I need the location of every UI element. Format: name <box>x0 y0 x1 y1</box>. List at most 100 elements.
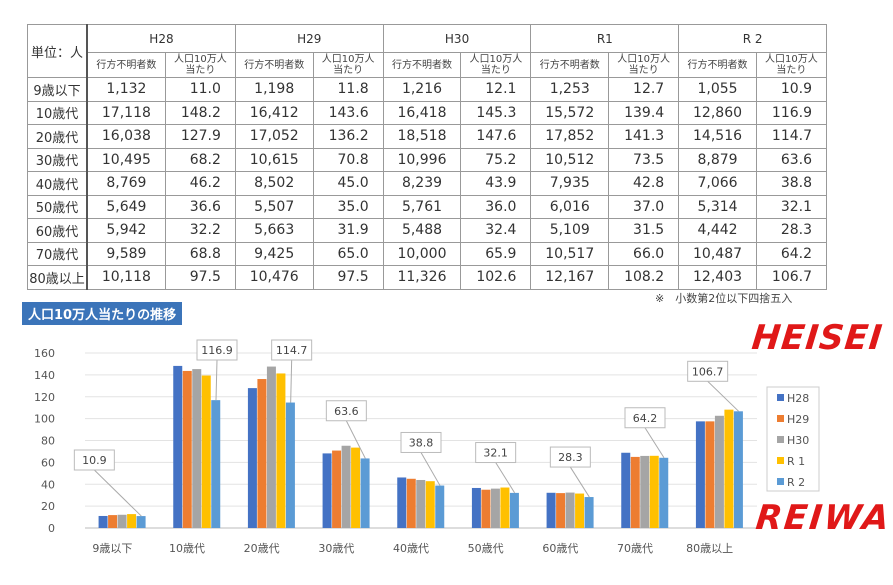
legend-swatch <box>777 415 784 422</box>
y-tick-label: 40 <box>41 478 55 491</box>
legend-label: R 1 <box>787 455 805 468</box>
count-cell: 16,412 <box>234 100 314 125</box>
rate-cell: 141.3 <box>608 124 680 149</box>
table-row: 80歳以上 10,118 97.5 10,476 97.5 11,326 102.6 12,1… <box>27 265 828 290</box>
data-label-leader <box>345 420 366 459</box>
bar-r2 <box>584 497 594 528</box>
rate-cell: 114.7 <box>755 124 828 149</box>
bar-r2 <box>509 492 519 528</box>
count-cell: 9,589 <box>86 241 166 266</box>
data-label-leader <box>707 380 740 412</box>
bar-h28 <box>546 492 556 528</box>
bar-r1 <box>649 455 659 528</box>
missing-persons-table: 単位：人 H28 H29 H30 R1 R 2 行方不明者数 人口10万人 当たり 行方不明者… <box>27 24 828 290</box>
rate-header: 人口10万人 当たり <box>608 52 680 78</box>
unit-label: 単位：人 <box>27 24 88 78</box>
legend-label: H29 <box>787 413 809 426</box>
bar-r1 <box>724 409 734 528</box>
bar-h29 <box>108 515 118 528</box>
bar-r2 <box>659 457 669 528</box>
count-cell: 12,167 <box>530 265 610 290</box>
data-label-leader <box>215 359 218 401</box>
x-tick-label: 50歳代 <box>468 542 504 555</box>
rate-cell: 145.3 <box>460 100 532 125</box>
bar-r1 <box>201 375 211 528</box>
legend-swatch <box>777 457 784 464</box>
rate-cell: 38.8 <box>755 171 828 196</box>
year-header: H30 <box>382 24 532 53</box>
rate-cell: 12.7 <box>608 77 680 102</box>
bar-h30 <box>714 415 724 528</box>
count-cell: 1,132 <box>86 77 166 102</box>
year-header: H28 <box>86 24 236 53</box>
data-label: 28.3 <box>558 451 583 464</box>
count-cell: 1,055 <box>678 77 757 102</box>
rate-cell: 65.0 <box>312 241 384 266</box>
count-cell: 10,476 <box>234 265 314 290</box>
rounding-note: ※ 小数第2位以下四捨五入 <box>655 292 793 305</box>
bar-h30 <box>565 492 575 528</box>
count-cell: 5,314 <box>678 194 757 219</box>
bar-h30 <box>341 445 351 528</box>
table-row: 70歳代 9,589 68.8 9,425 65.0 10,000 65.9 10,517 66… <box>27 241 828 266</box>
rate-cell: 102.6 <box>460 265 532 290</box>
bar-h28 <box>98 515 108 528</box>
count-cell: 1,253 <box>530 77 610 102</box>
bar-h28 <box>695 421 705 528</box>
legend-label: H28 <box>787 392 809 405</box>
rate-cell: 28.3 <box>755 218 828 243</box>
age-label: 70歳代 <box>27 241 88 266</box>
legend-label: R 2 <box>787 476 805 489</box>
y-tick-label: 140 <box>34 369 55 382</box>
count-cell: 5,649 <box>86 194 166 219</box>
legend-label: H30 <box>787 434 809 447</box>
count-cell: 10,615 <box>234 147 314 172</box>
bar-h28 <box>471 487 481 528</box>
bar-h29 <box>332 450 342 528</box>
rate-cell: 11.0 <box>164 77 236 102</box>
bar-r2 <box>360 458 370 528</box>
rate-cell: 31.5 <box>608 218 680 243</box>
count-cell: 11,326 <box>382 265 462 290</box>
bar-h28 <box>322 453 332 528</box>
bar-r2 <box>733 411 743 528</box>
rate-cell: 31.9 <box>312 218 384 243</box>
data-label: 114.7 <box>276 344 308 357</box>
rate-header: 人口10万人 当たり <box>460 52 532 78</box>
count-cell: 1,216 <box>382 77 462 102</box>
legend-swatch <box>777 394 784 401</box>
data-label-box <box>325 400 367 422</box>
count-cell: 10,118 <box>86 265 166 290</box>
count-cell: 16,418 <box>382 100 462 125</box>
x-tick-label: 20歳代 <box>244 542 280 555</box>
bar-r1 <box>127 514 137 528</box>
bar-h29 <box>257 379 267 528</box>
rate-cell: 127.9 <box>164 124 236 149</box>
rate-cell: 66.0 <box>608 241 680 266</box>
data-label-box <box>475 442 517 464</box>
count-cell: 10,495 <box>86 147 166 172</box>
data-label-leader <box>644 427 665 459</box>
rate-cell: 45.0 <box>312 171 384 196</box>
data-label-leader <box>495 462 516 494</box>
table-row: 40歳代 8,769 46.2 8,502 45.0 8,239 43.9 7,935 42.8… <box>27 171 828 196</box>
table-row: 9歳以下 1,132 11.0 1,198 11.8 1,216 12.1 1,253 12.7… <box>27 77 828 102</box>
bar-h28 <box>621 452 631 528</box>
x-tick-label: 30歳代 <box>318 542 354 555</box>
data-label-leader <box>420 452 441 486</box>
bar-h28 <box>173 365 183 528</box>
data-label: 106.7 <box>692 365 724 378</box>
rate-cell: 108.2 <box>608 265 680 290</box>
handwritten-reiwa: REIWA <box>753 498 893 538</box>
data-label-leader <box>93 469 142 517</box>
year-header: R 2 <box>678 24 827 53</box>
bar-h30 <box>266 366 276 528</box>
legend <box>766 386 820 492</box>
rate-cell: 106.7 <box>755 265 828 290</box>
rate-cell: 68.2 <box>164 147 236 172</box>
x-tick-label: 80歳以上 <box>686 542 733 555</box>
x-tick-label: 9歳以下 <box>92 542 132 555</box>
bar-h28 <box>397 477 407 528</box>
count-header: 行方不明者数 <box>382 52 462 78</box>
